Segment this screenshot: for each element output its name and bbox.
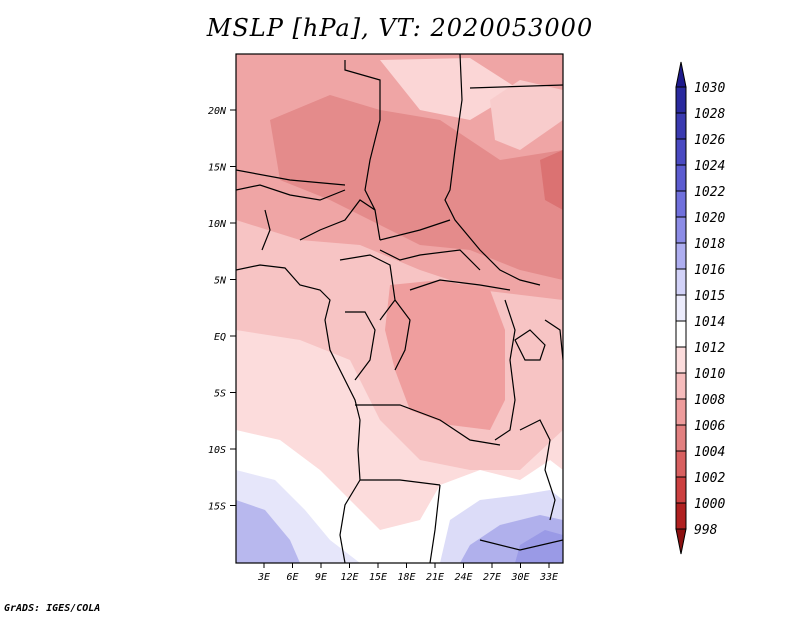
map-frame — [235, 53, 564, 564]
colorbar-swatch — [675, 450, 687, 478]
country-borders — [236, 54, 563, 563]
colorbar-swatch — [675, 164, 687, 192]
lat-tick-label: EQ — [214, 332, 226, 343]
colorbar-label: 1018 — [694, 237, 725, 252]
colorbar-swatch — [675, 476, 687, 504]
colorbar-swatch — [675, 346, 687, 374]
colorbar-label: 1012 — [694, 341, 725, 356]
colorbar-label: 998 — [694, 523, 718, 538]
lon-tick-label: 33E — [539, 572, 558, 583]
colorbar-label: 1026 — [694, 133, 725, 148]
lon-tick-label: 12E — [340, 572, 358, 583]
lon-tick-label: 9E — [315, 572, 327, 583]
colorbar-label: 1030 — [694, 81, 725, 96]
colorbar-swatch — [675, 268, 687, 296]
colorbar-label: 1028 — [694, 107, 725, 122]
colorbar-arrow-bottom — [675, 528, 687, 555]
colorbar-label: 1010 — [694, 367, 725, 382]
longitude-axis: 3E 6E 9E 12E 15E 18E 21E 24E 27E 30E 33E — [257, 563, 558, 583]
colorbar-swatch — [675, 190, 687, 218]
colorbar: 1030 1028 1026 1024 1022 1020 1018 1016 1015 1014… — [675, 61, 725, 555]
lon-tick-label: 15E — [369, 572, 387, 583]
colorbar-label: 1024 — [694, 159, 725, 174]
colorbar-swatch — [675, 502, 687, 530]
map-title: MSLP [hPa], VT: 2020053000 — [206, 14, 594, 42]
lon-tick-label: 30E — [510, 572, 529, 583]
colorbar-label: 1014 — [694, 315, 725, 330]
colorbar-swatch — [675, 372, 687, 400]
lat-tick-label: 10N — [208, 219, 227, 230]
colorbar-swatch — [675, 242, 687, 270]
colorbar-label: 1022 — [694, 185, 725, 200]
colorbar-label: 1000 — [694, 497, 725, 512]
lat-tick-label: 20N — [208, 106, 227, 117]
colorbar-label: 1016 — [694, 263, 725, 278]
lon-tick-label: 24E — [454, 572, 472, 583]
lon-tick-label: 21E — [426, 572, 444, 583]
colorbar-label: 1004 — [694, 445, 725, 460]
footer-credit: GrADS: IGES/COLA — [4, 603, 101, 614]
colorbar-swatch — [675, 216, 687, 244]
lat-tick-label: 5S — [214, 389, 226, 400]
lon-tick-label: 6E — [286, 572, 298, 583]
lon-tick-label: 27E — [483, 572, 501, 583]
latitude-axis: 20N 15N 10N 5N EQ 5S 10S 15S — [208, 106, 236, 513]
colorbar-swatch — [675, 424, 687, 452]
lat-tick-label: 15N — [208, 163, 227, 174]
lat-tick-label: 15S — [208, 502, 226, 513]
colorbar-label: 1020 — [694, 211, 725, 226]
colorbar-label: 1015 — [694, 289, 725, 304]
colorbar-arrow-top — [675, 61, 687, 88]
lon-tick-label: 18E — [397, 572, 415, 583]
lat-tick-label: 10S — [208, 445, 226, 456]
lon-tick-label: 3E — [257, 572, 270, 583]
colorbar-label: 1006 — [694, 419, 725, 434]
colorbar-label: 1002 — [694, 471, 725, 486]
colorbar-swatch — [675, 86, 687, 114]
colorbar-swatch — [675, 112, 687, 140]
colorbar-swatch — [675, 320, 687, 348]
colorbar-swatch — [675, 398, 687, 426]
colorbar-swatch — [675, 138, 687, 166]
colorbar-swatch — [675, 294, 687, 322]
lat-tick-label: 5N — [214, 276, 227, 287]
pressure-field — [236, 54, 563, 563]
colorbar-label: 1008 — [694, 393, 725, 408]
